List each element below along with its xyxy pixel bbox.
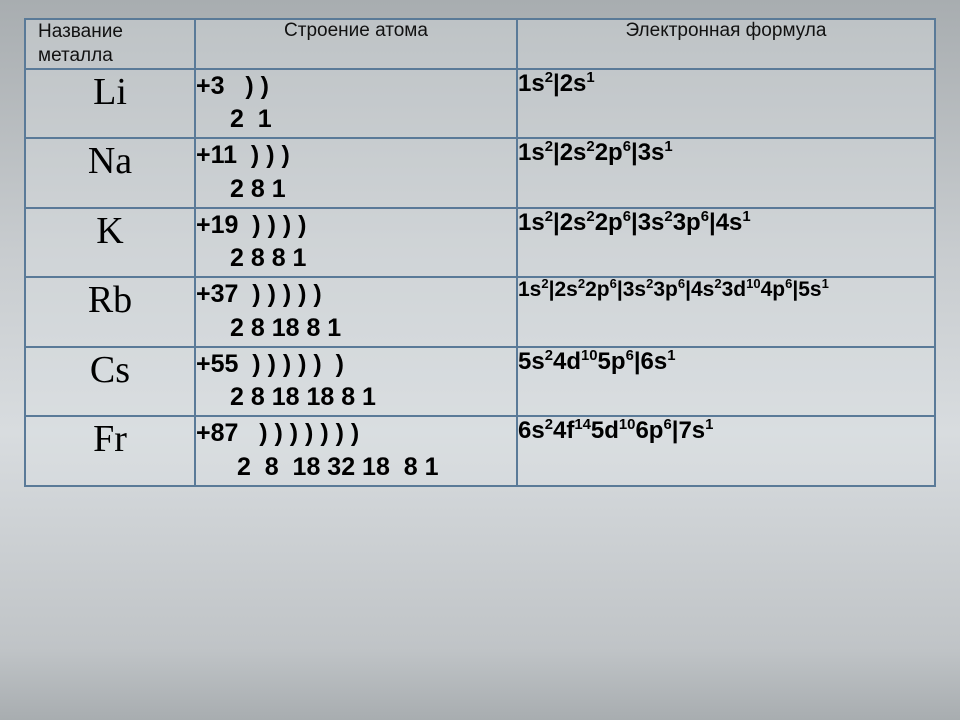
superscript: 1 bbox=[586, 70, 594, 86]
structure-counts-line: 2 8 1 bbox=[196, 173, 516, 207]
structure-shells-line: +11 ) ) ) bbox=[196, 139, 516, 173]
atom-structure: +3 ) )2 1 bbox=[195, 69, 517, 139]
electron-formula: 1s2|2s22p6|3s1 bbox=[517, 138, 935, 208]
col-header-name: Название металла bbox=[25, 19, 195, 69]
superscript: 6 bbox=[610, 276, 617, 291]
atom-structure: +87 ) ) ) ) ) ) ) 2 8 18 32 18 8 1 bbox=[195, 416, 517, 486]
superscript: 1 bbox=[742, 209, 750, 225]
superscript: 6 bbox=[663, 417, 671, 433]
electron-formula: 6s24f145d106p6|7s1 bbox=[517, 416, 935, 486]
element-symbol: Fr bbox=[25, 416, 195, 486]
superscript: 14 bbox=[574, 417, 591, 433]
table-row: Fr+87 ) ) ) ) ) ) ) 2 8 18 32 18 8 16s24… bbox=[25, 416, 935, 486]
electron-formula: 1s2|2s1 bbox=[517, 69, 935, 139]
superscript: 2 bbox=[545, 209, 553, 225]
structure-counts-line: 2 1 bbox=[196, 103, 516, 137]
table-body: Li+3 ) )2 11s2|2s1Na+11 ) ) )2 8 11s2|2s… bbox=[25, 69, 935, 486]
superscript: 1 bbox=[664, 139, 672, 155]
atom-structure: +37 ) ) ) ) )2 8 18 8 1 bbox=[195, 277, 517, 347]
superscript: 1 bbox=[822, 276, 829, 291]
structure-counts-line: 2 8 8 1 bbox=[196, 242, 516, 276]
atom-structure: +55 ) ) ) ) ) )2 8 18 18 8 1 bbox=[195, 347, 517, 417]
alkali-metals-table: Название металла Строение атома Электрон… bbox=[24, 18, 936, 487]
superscript: 10 bbox=[619, 417, 636, 433]
structure-counts-line: 2 8 18 32 18 8 1 bbox=[196, 451, 516, 485]
col-header-name-l2: металла bbox=[38, 45, 113, 66]
element-symbol: Rb bbox=[25, 277, 195, 347]
col-header-formula: Электронная формула bbox=[517, 19, 935, 69]
atom-structure: +11 ) ) )2 8 1 bbox=[195, 138, 517, 208]
electron-formula: 1s2|2s22p6|3s23p6|4s23d104p6|5s1 bbox=[517, 277, 935, 347]
table-row: Na+11 ) ) )2 8 11s2|2s22p6|3s1 bbox=[25, 138, 935, 208]
col-header-structure: Строение атома bbox=[195, 19, 517, 69]
superscript: 2 bbox=[586, 139, 594, 155]
superscript: 1 bbox=[705, 417, 713, 433]
element-symbol: Cs bbox=[25, 347, 195, 417]
element-symbol: Na bbox=[25, 138, 195, 208]
superscript: 6 bbox=[623, 209, 631, 225]
structure-shells-line: +3 ) ) bbox=[196, 70, 516, 104]
table-row: Rb+37 ) ) ) ) )2 8 18 8 11s2|2s22p6|3s23… bbox=[25, 277, 935, 347]
element-symbol: Li bbox=[25, 69, 195, 139]
structure-shells-line: +37 ) ) ) ) ) bbox=[196, 278, 516, 312]
structure-counts-line: 2 8 18 8 1 bbox=[196, 312, 516, 346]
structure-shells-line: +19 ) ) ) ) bbox=[196, 209, 516, 243]
superscript: 6 bbox=[626, 348, 634, 364]
atom-structure: +19 ) ) ) )2 8 8 1 bbox=[195, 208, 517, 278]
superscript: 1 bbox=[667, 348, 675, 364]
table-row: K+19 ) ) ) )2 8 8 11s2|2s22p6|3s23p6|4s1 bbox=[25, 208, 935, 278]
electron-formula: 1s2|2s22p6|3s23p6|4s1 bbox=[517, 208, 935, 278]
superscript: 2 bbox=[545, 417, 553, 433]
superscript: 2 bbox=[664, 209, 672, 225]
col-header-name-l1: Название bbox=[38, 21, 123, 42]
superscript: 2 bbox=[578, 276, 585, 291]
table-header-row: Название металла Строение атома Электрон… bbox=[25, 19, 935, 69]
superscript: 2 bbox=[545, 348, 553, 364]
structure-counts-line: 2 8 18 18 8 1 bbox=[196, 381, 516, 415]
superscript: 2 bbox=[545, 70, 553, 86]
superscript: 2 bbox=[541, 276, 548, 291]
element-symbol: K bbox=[25, 208, 195, 278]
superscript: 2 bbox=[545, 139, 553, 155]
superscript: 6 bbox=[623, 139, 631, 155]
superscript: 10 bbox=[581, 348, 598, 364]
electron-formula: 5s24d105p6|6s1 bbox=[517, 347, 935, 417]
superscript: 6 bbox=[785, 276, 792, 291]
superscript: 10 bbox=[746, 276, 760, 291]
superscript: 2 bbox=[586, 209, 594, 225]
structure-shells-line: +55 ) ) ) ) ) ) bbox=[196, 348, 516, 382]
superscript: 6 bbox=[678, 276, 685, 291]
superscript: 2 bbox=[714, 276, 721, 291]
table-row: Li+3 ) )2 11s2|2s1 bbox=[25, 69, 935, 139]
table-row: Cs+55 ) ) ) ) ) )2 8 18 18 8 15s24d105p6… bbox=[25, 347, 935, 417]
structure-shells-line: +87 ) ) ) ) ) ) ) bbox=[196, 417, 516, 451]
superscript: 2 bbox=[646, 276, 653, 291]
superscript: 6 bbox=[701, 209, 709, 225]
